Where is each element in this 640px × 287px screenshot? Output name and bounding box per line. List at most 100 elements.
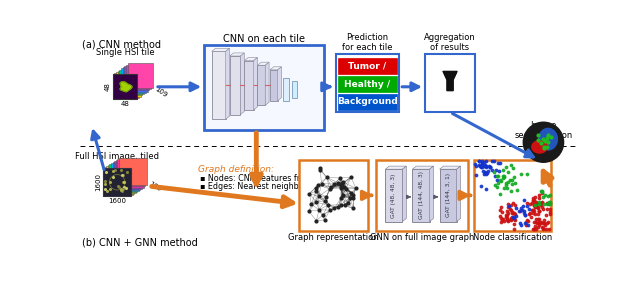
- Point: [499, 174, 509, 179]
- Point: [524, 207, 534, 212]
- Text: 1600: 1600: [96, 173, 102, 191]
- Point: [338, 180, 348, 185]
- Text: 48: 48: [105, 82, 111, 91]
- Point: [544, 200, 554, 204]
- Point: [499, 176, 509, 181]
- Point: [506, 216, 516, 221]
- Text: GAT (48, 48, 3): GAT (48, 48, 3): [392, 173, 396, 218]
- Point: [477, 161, 487, 166]
- Point: [477, 161, 487, 166]
- Point: [522, 172, 532, 177]
- Point: [470, 162, 481, 166]
- Point: [322, 175, 332, 180]
- Point: [509, 217, 520, 222]
- Point: [336, 183, 346, 187]
- Text: GAT (144, 3, 1): GAT (144, 3, 1): [445, 173, 451, 218]
- Polygon shape: [212, 48, 230, 51]
- Point: [329, 182, 339, 186]
- Point: [538, 227, 548, 232]
- Point: [506, 189, 516, 193]
- Point: [531, 220, 541, 224]
- Bar: [283, 77, 289, 101]
- Text: 1600: 1600: [108, 198, 126, 204]
- Point: [505, 178, 515, 183]
- Bar: [338, 76, 397, 92]
- Point: [530, 203, 540, 207]
- Point: [531, 204, 541, 209]
- Point: [497, 216, 507, 220]
- Point: [536, 201, 547, 205]
- Point: [497, 173, 508, 178]
- Point: [534, 220, 544, 224]
- Point: [506, 208, 516, 212]
- Point: [515, 223, 525, 228]
- Point: [503, 202, 513, 206]
- Point: [304, 209, 314, 214]
- Point: [304, 191, 314, 196]
- Bar: [257, 65, 265, 105]
- Point: [477, 164, 487, 169]
- Polygon shape: [539, 128, 557, 150]
- Point: [529, 212, 540, 216]
- Point: [343, 201, 353, 205]
- Point: [521, 223, 531, 227]
- Polygon shape: [120, 82, 132, 92]
- Point: [509, 174, 519, 179]
- Bar: [412, 169, 429, 222]
- Polygon shape: [385, 166, 406, 169]
- Point: [317, 181, 327, 186]
- Point: [337, 182, 348, 186]
- Point: [535, 220, 545, 225]
- Point: [524, 212, 534, 216]
- Point: [502, 170, 513, 174]
- Point: [534, 193, 545, 197]
- Point: [478, 169, 488, 173]
- Point: [545, 201, 555, 205]
- Point: [509, 216, 519, 220]
- Text: (a) CNN method: (a) CNN method: [83, 40, 161, 50]
- Point: [507, 210, 517, 214]
- Point: [529, 198, 539, 203]
- Text: Graph representation: Graph representation: [288, 233, 379, 242]
- Point: [545, 199, 555, 204]
- Point: [525, 211, 535, 215]
- Text: 109: 109: [154, 86, 168, 99]
- Point: [529, 220, 539, 224]
- Point: [532, 217, 543, 222]
- Point: [311, 200, 321, 204]
- Point: [527, 201, 537, 205]
- Point: [534, 209, 544, 213]
- Point: [502, 219, 513, 223]
- Point: [506, 203, 516, 207]
- Point: [534, 199, 545, 204]
- Point: [503, 179, 513, 184]
- Point: [538, 195, 548, 200]
- Text: Full HSI image, tiled: Full HSI image, tiled: [76, 152, 159, 161]
- Point: [320, 198, 330, 203]
- Point: [545, 202, 555, 207]
- Point: [504, 204, 515, 208]
- Text: (b) CNN + GNN method: (b) CNN + GNN method: [83, 238, 198, 248]
- Point: [529, 227, 539, 232]
- Point: [338, 193, 348, 198]
- Point: [503, 205, 513, 209]
- Point: [481, 164, 491, 168]
- Point: [346, 175, 356, 179]
- Point: [311, 218, 321, 223]
- Point: [333, 205, 343, 209]
- Point: [510, 203, 520, 207]
- Point: [489, 169, 499, 174]
- Point: [493, 160, 503, 165]
- Point: [530, 195, 540, 199]
- Text: GNN on full image graph: GNN on full image graph: [369, 233, 474, 242]
- Point: [531, 217, 541, 221]
- Point: [537, 205, 547, 210]
- Point: [508, 166, 518, 170]
- Point: [470, 164, 481, 169]
- Text: Prediction
for each tile: Prediction for each tile: [342, 33, 393, 52]
- Point: [542, 207, 552, 212]
- Polygon shape: [270, 67, 282, 70]
- Point: [542, 194, 552, 198]
- Bar: [270, 70, 278, 101]
- Point: [330, 206, 340, 211]
